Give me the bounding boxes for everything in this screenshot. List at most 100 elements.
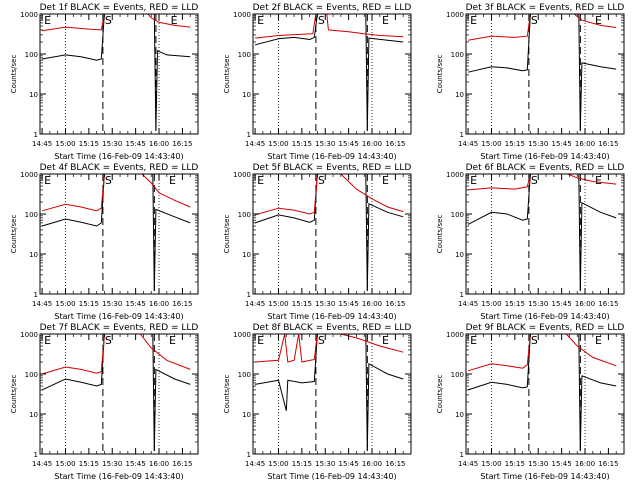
x-tick-label: 14:45: [458, 140, 478, 148]
lld-series-line: [468, 14, 617, 41]
saa-start-label: S: [318, 174, 325, 187]
x-tick-label: 15:00: [268, 460, 288, 468]
events-series-line: [41, 174, 191, 291]
x-tick-label: 15:45: [126, 140, 146, 148]
events-series-line: [41, 334, 191, 451]
x-tick-label: 15:45: [339, 140, 359, 148]
x-tick-label: 15:45: [126, 300, 146, 308]
x-tick-label: 15:30: [528, 300, 548, 308]
x-tick-label: 16:15: [172, 140, 192, 148]
chart-title: Det 4f BLACK = Events, RED = LLD: [40, 163, 199, 173]
saa-start-label: S: [531, 174, 538, 187]
lld-series-line: [254, 174, 404, 216]
lld-series-line: [41, 174, 191, 212]
y-tick-label: 1: [247, 451, 251, 459]
lld-series-line: [467, 334, 617, 372]
chart-panel: Det 4f BLACK = Events, RED = LLD Start Ti…: [10, 163, 199, 321]
x-tick-label: 15:15: [292, 460, 312, 468]
x-tick-label: 16:00: [362, 300, 382, 308]
saa-end-label: E: [382, 334, 389, 347]
events-series-line: [467, 174, 617, 291]
x-tick-label: 15:45: [552, 140, 572, 148]
y-tick-label: 1: [34, 451, 38, 459]
x-tick-label: 16:00: [575, 140, 595, 148]
events-series-line: [255, 334, 404, 451]
y-tick-label: 100: [451, 371, 464, 379]
y-tick-label: 10: [242, 251, 251, 259]
y-axis-label: Counts/sec: [436, 55, 444, 94]
x-tick-label: 15:00: [481, 300, 501, 308]
x-axis-label: Start Time (16-Feb-09 14:43:40): [54, 312, 183, 321]
chart-title: Det 9f BLACK = Events, RED = LLD: [466, 323, 625, 333]
x-tick-label: 16:00: [362, 140, 382, 148]
chart-panel: Det 5f BLACK = Events, RED = LLD Start Ti…: [223, 163, 412, 321]
plot-frame: [465, 333, 625, 455]
x-tick-label: 15:15: [79, 460, 99, 468]
y-tick-label: 10: [29, 91, 38, 99]
y-tick-label: 10: [455, 251, 464, 259]
plot-frame: [39, 13, 199, 135]
saa-end-label: E: [382, 14, 389, 27]
x-tick-label: 16:00: [362, 460, 382, 468]
x-tick-label: 16:15: [598, 140, 618, 148]
x-tick-label: 15:30: [528, 460, 548, 468]
y-tick-label: 100: [238, 371, 251, 379]
y-tick-label: 10: [29, 251, 38, 259]
y-tick-label: 10: [455, 91, 464, 99]
eclipse-start-label: E: [257, 174, 264, 187]
x-tick-label: 16:15: [385, 140, 405, 148]
y-tick-label: 1000: [20, 331, 38, 339]
y-tick-label: 10: [242, 411, 251, 419]
eclipse-start-label: E: [257, 334, 264, 347]
x-tick-label: 15:15: [505, 140, 525, 148]
x-axis-label: Start Time (16-Feb-09 14:43:40): [267, 312, 396, 321]
x-axis-label: Start Time (16-Feb-09 14:43:40): [54, 472, 183, 480]
plot-frame: [465, 13, 625, 135]
y-axis-label: Counts/sec: [10, 55, 18, 94]
lld-series-line: [255, 334, 404, 363]
y-tick-label: 1: [247, 131, 251, 139]
saa-end-label: E: [595, 174, 602, 187]
chart-panel: Det 8f BLACK = Events, RED = LLD Start Ti…: [223, 323, 412, 480]
x-axis-label: Start Time (16-Feb-09 14:43:40): [54, 152, 183, 161]
y-tick-label: 1: [34, 131, 38, 139]
chart-title: Det 6f BLACK = Events, RED = LLD: [466, 163, 625, 173]
x-tick-label: 15:45: [339, 300, 359, 308]
plot-frame: [39, 173, 199, 295]
y-axis-label: Counts/sec: [223, 55, 231, 94]
chart-title: Det 5f BLACK = Events, RED = LLD: [253, 163, 412, 173]
y-tick-label: 100: [25, 211, 38, 219]
x-tick-label: 14:45: [458, 300, 478, 308]
eclipse-start-label: E: [44, 174, 51, 187]
y-tick-label: 1000: [20, 11, 38, 19]
chart-panel: Det 7f BLACK = Events, RED = LLD Start Ti…: [10, 323, 199, 480]
saa-end-label: E: [169, 334, 176, 347]
x-tick-label: 14:45: [458, 460, 478, 468]
y-tick-label: 1: [247, 291, 251, 299]
chart-panel: Det 3f BLACK = Events, RED = LLD Start Ti…: [436, 3, 625, 161]
eclipse-start-label: E: [44, 334, 51, 347]
chart-panel: Det 6f BLACK = Events, RED = LLD Start Ti…: [436, 163, 625, 321]
eclipse-start-label: E: [470, 14, 477, 27]
saa-start-label: S: [105, 14, 112, 27]
y-tick-label: 1: [460, 291, 464, 299]
events-series-line: [42, 14, 191, 131]
y-tick-label: 1: [34, 291, 38, 299]
lld-series-line: [41, 334, 191, 375]
x-tick-label: 15:15: [79, 300, 99, 308]
y-tick-label: 1000: [446, 331, 464, 339]
x-tick-label: 15:30: [102, 140, 122, 148]
x-tick-label: 16:15: [172, 460, 192, 468]
y-tick-label: 100: [451, 51, 464, 59]
x-tick-label: 15:00: [55, 300, 75, 308]
x-tick-label: 14:45: [32, 300, 52, 308]
x-tick-label: 14:45: [32, 460, 52, 468]
x-tick-label: 15:15: [505, 460, 525, 468]
saa-end-label: E: [595, 14, 602, 27]
y-axis-label: Counts/sec: [223, 375, 231, 414]
y-tick-label: 1000: [233, 331, 251, 339]
x-tick-label: 15:45: [552, 300, 572, 308]
y-tick-label: 1000: [233, 11, 251, 19]
